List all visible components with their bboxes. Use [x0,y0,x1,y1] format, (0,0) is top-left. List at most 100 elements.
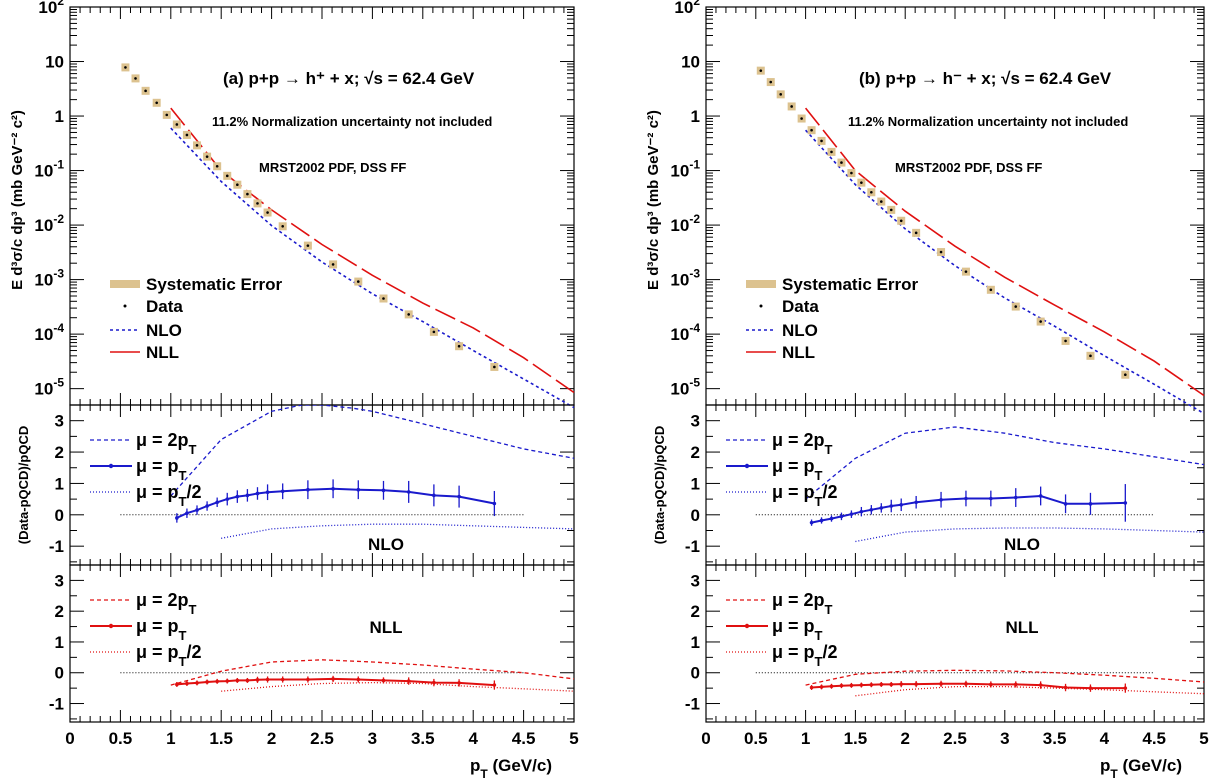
nll-legend-label: μ = 2pT​ [772,590,833,617]
nll-legend-label: μ = pT​/2 [772,642,838,669]
x-axis-title: pT​ (GeV/c) [470,756,552,778]
nll-ratio-point [175,682,179,687]
x-axis-title: pT​ (GeV/c) [1100,756,1182,778]
ratio-tick-label: 1 [691,633,700,652]
legend-data-label: Data [782,297,819,316]
nll-ratio-point [265,677,270,682]
nlo-ratio-point [406,490,411,494]
nll-ratio-point [381,678,386,683]
data-point [407,313,410,316]
nll-ratio-point [280,677,285,682]
nlo-ratio-point [1013,495,1018,500]
nlo-ratio-point [1088,502,1093,506]
nlo-legend-label: μ = pT​ [772,456,823,483]
nlo-ratio-point [1123,501,1128,505]
y-tick-label: 10-1 [34,158,64,181]
ratio-tick-label: 1 [55,474,64,493]
legend-syst-swatch [110,280,140,288]
x-tick-label: 4 [1100,729,1110,748]
nlo-legend-label: μ = pT​/2 [136,482,202,509]
nlo-ratio-point [869,507,874,512]
data-point [144,89,147,93]
nlo-ratio-point [356,487,361,492]
data-point [840,161,843,164]
nlo-ratio-point [195,508,199,512]
nll-ratio-point [432,680,436,685]
data-point [800,117,803,120]
x-tick-label: 1 [166,729,175,748]
data-point [790,105,793,108]
nlo-ratio-point [306,487,310,492]
x-tick-label: 5 [1199,729,1208,748]
data-point [432,330,436,334]
nlo-ratio-point [205,504,209,508]
nll-ratio-point [989,682,993,687]
nlo-ratio-point [215,500,219,505]
nlo-ratio-point [859,509,864,514]
data-point [356,280,360,283]
ratio-tick-label: 0 [55,664,64,683]
nlo-ratio-point [175,516,179,520]
data-point [493,365,496,369]
y-tick-label: 10-4 [670,321,700,344]
ratio-tick-label: 3 [691,412,700,431]
nll-ratio-point [1013,682,1018,687]
nll-ratio-point [356,677,361,682]
x-tick-label: 1 [801,729,810,748]
nll-ratio-point [914,682,918,686]
legend-data-marker [123,304,127,308]
data-point [830,150,833,154]
nlo-ratio-point [849,512,854,516]
data-point [820,139,823,143]
y-tick-label: 10-5 [670,376,700,399]
y-axis-title: E d³σ/c dp³ (mb GeV⁻² c²) [9,110,26,290]
ratio-tick-label: 0 [691,506,700,525]
nll-ratio-point [245,678,250,683]
x-tick-label: 0.5 [744,729,768,748]
nlo-ratio-point [255,491,260,496]
panel-title: (a) p+p → h⁺ + x; √s = 62.4 GeV [223,69,475,88]
nll-ratio-point [839,683,844,688]
data-point [331,263,335,266]
x-tick-label: 1.5 [844,729,868,748]
nll-ratio-point [492,683,497,687]
x-tick-label: 3.5 [1043,729,1067,748]
data-point [769,80,773,84]
nlo-ratio-point [964,496,968,501]
nll-ratio-line [811,682,1126,690]
nlo-ratio-point [809,520,814,525]
nlo-ratio-point [899,502,904,507]
data-point [879,200,883,203]
nll-ratio-point [1038,683,1043,687]
legend-syst-label: Systematic Error [782,275,918,294]
ratio-axis-title: (Data-pQCD)/pQCD [652,426,667,544]
nlo-ratio-point [265,490,270,495]
nll-ratio-point [1123,686,1128,690]
x-tick-label: 4.5 [512,729,536,748]
nlo-ratio-point [1038,494,1043,498]
nlo-ratio-point [457,494,461,499]
data-point [124,66,127,69]
nll-panel-label: NLL [1005,618,1038,637]
nll-ratio-point [899,682,904,686]
x-tick-label: 2 [267,729,276,748]
nlo-ratio-point [829,516,834,521]
nlo-legend-label: μ = pT​/2 [772,482,838,509]
x-tick-label: 2 [900,729,909,748]
nll-ratio-point [331,677,335,681]
nll-ratio-point [195,681,199,685]
ratio-tick-label: 3 [55,571,64,590]
data-point [1089,354,1092,358]
nll-ratio-point [879,682,884,687]
data-point [779,93,782,96]
legend-data-label: Data [146,297,183,316]
ratio-tick-label: 2 [55,602,64,621]
legend-syst-label: Systematic Error [146,275,282,294]
ratio-tick-label: 1 [55,633,64,652]
nlo-ratio-point [889,504,894,508]
nlo-ratio-point [225,497,230,501]
nlo-ratio-point [331,486,335,491]
data-point [870,190,873,194]
nll-legend-marker [744,623,750,629]
